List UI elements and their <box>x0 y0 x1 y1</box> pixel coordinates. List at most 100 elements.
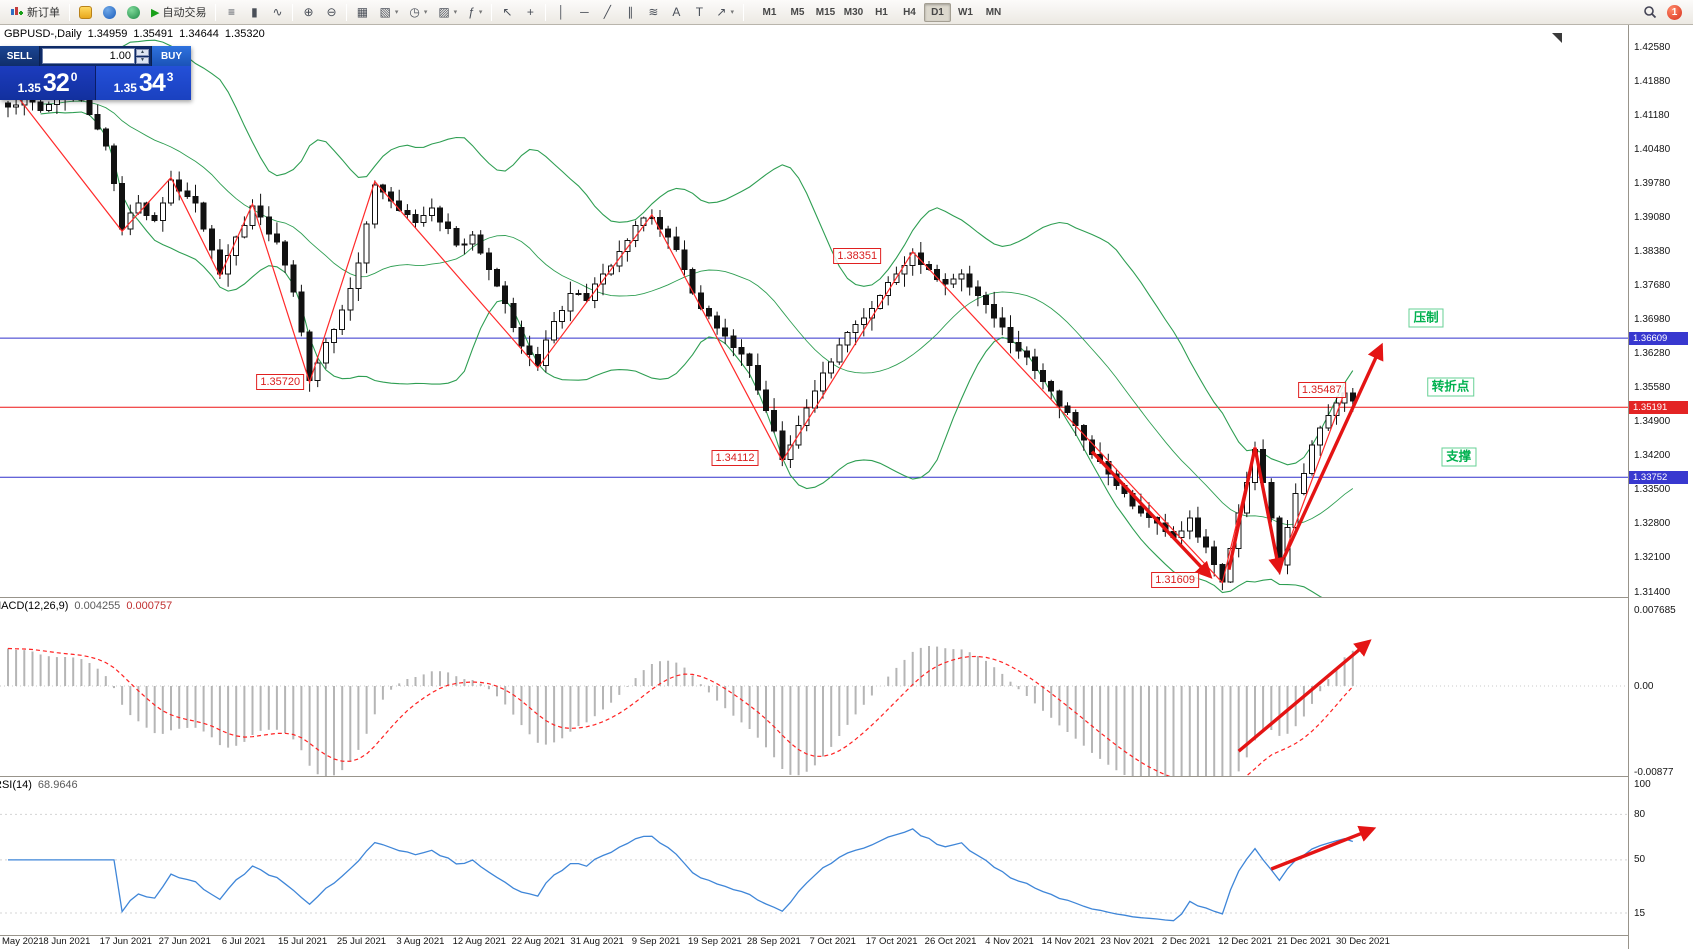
text-label-button[interactable]: T <box>688 2 710 23</box>
date-axis-label: 15 Jul 2021 <box>277 936 328 947</box>
market-depth-icon <box>79 5 92 19</box>
notification-badge[interactable]: 1 <box>1667 4 1682 20</box>
trendline-button[interactable]: ╱ <box>596 2 618 23</box>
volume-down-button[interactable]: ▼ <box>136 56 149 64</box>
line-chart-icon: ∿ <box>272 5 283 19</box>
price-axis-label: 1.36980 <box>1634 314 1671 325</box>
buy-price[interactable]: 1.35 34 3 <box>96 66 191 100</box>
tile-windows-button[interactable]: ▦ <box>351 2 373 23</box>
date-axis-label: 27 Jun 2021 <box>158 936 211 947</box>
macd-axis-label: 0.00 <box>1634 680 1654 692</box>
new-chart-button[interactable]: ▧ ▾ <box>374 2 403 23</box>
timeframe-h4[interactable]: H4 <box>896 3 923 22</box>
arrow-objects-button[interactable]: ↗ ▾ <box>711 2 739 23</box>
candlestick-chart-button[interactable]: ▮ <box>243 2 265 23</box>
candle <box>347 287 354 311</box>
main-chart-canvas[interactable] <box>0 25 1628 597</box>
candle <box>1211 546 1218 566</box>
trade-panel-top-row: SELL ▲ ▼ BUY <box>0 46 191 66</box>
candle <box>502 285 509 304</box>
crosshair-button[interactable]: + <box>519 2 541 23</box>
price-axis-label: 1.33500 <box>1634 484 1671 496</box>
cursor-button[interactable]: ↖ <box>496 2 518 23</box>
timeframe-d1[interactable]: D1 <box>923 2 951 22</box>
date-axis-label: 28 Sep 2021 <box>746 936 801 947</box>
timeframe-h1[interactable]: H1 <box>868 3 895 22</box>
volume-input[interactable] <box>42 48 135 64</box>
chart-templates-icon: ▨ <box>438 5 450 19</box>
bollinger-lower-band <box>40 111 1323 597</box>
trend-arrows-layer <box>1090 342 1384 579</box>
candle <box>53 99 60 105</box>
chevron-down-icon: ▾ <box>478 9 483 16</box>
sell-price[interactable]: 1.35 32 0 <box>0 66 96 100</box>
chart-profiles-icon: ◷ <box>409 5 420 19</box>
chart-templates-button[interactable]: ▨ ▾ <box>433 2 462 23</box>
candle <box>779 430 786 460</box>
date-axis-label: 17 Jun 2021 <box>99 936 152 947</box>
candle <box>999 317 1006 328</box>
line-chart-button[interactable]: ∿ <box>266 2 288 23</box>
candle <box>820 372 826 392</box>
tool-icon-blue-button[interactable] <box>98 2 121 23</box>
candle <box>705 307 712 317</box>
auto-trading-button[interactable]: ▶ 自动交易 <box>146 2 211 23</box>
macd-chart-canvas[interactable] <box>0 598 1628 776</box>
zoom-in-icon: ⊕ <box>303 5 314 19</box>
volume-up-button[interactable]: ▲ <box>136 48 149 56</box>
macd-axis-label: 0.007685 <box>1634 604 1676 616</box>
timeframe-mn[interactable]: MN <box>980 3 1007 22</box>
price-axis-label: 1.34200 <box>1634 450 1671 462</box>
search-button[interactable] <box>1638 2 1662 23</box>
timeframe-m1[interactable]: M1 <box>756 3 783 22</box>
chevron-down-icon: ▾ <box>730 9 734 16</box>
chart-profiles-button[interactable]: ◷ ▾ <box>404 2 432 23</box>
vertical-line-button[interactable]: │ <box>550 2 572 23</box>
date-axis-label: 14 Nov 2021 <box>1041 936 1096 947</box>
timeframe-m30[interactable]: M30 <box>840 3 867 22</box>
chart-shift-marker[interactable] <box>1552 33 1562 43</box>
candle <box>551 321 558 341</box>
timeframe-m15[interactable]: M15 <box>812 3 839 22</box>
sell-button[interactable]: SELL <box>0 46 40 66</box>
new-order-button[interactable]: 新订单 <box>5 2 65 23</box>
bar-chart-button[interactable]: ≡ <box>220 2 242 23</box>
community-icon <box>103 5 116 19</box>
price-marker-box: 1.35191 <box>1629 400 1688 414</box>
candle <box>37 101 44 111</box>
new-chart-icon: ▧ <box>379 5 391 19</box>
tool-icon-yellow-button[interactable] <box>74 2 97 23</box>
rsi-chart-canvas[interactable] <box>0 777 1628 935</box>
time-scale[interactable]: May 2021 8 Jun 2021 17 Jun 2021 27 Jun 2021… <box>0 936 1628 949</box>
horizontal-line-button[interactable]: ─ <box>573 2 595 23</box>
equidistant-channel-button[interactable]: ∥ <box>619 2 641 23</box>
bollinger-middle-band <box>40 100 1354 526</box>
tile-windows-icon: ▦ <box>356 5 369 19</box>
candle <box>265 216 272 235</box>
tool-icon-green-button[interactable] <box>122 2 145 23</box>
text-button[interactable]: A <box>665 2 687 23</box>
fibonacci-retracement-button[interactable]: ≋ <box>642 2 664 23</box>
support-icon <box>127 5 140 19</box>
zoom-out-button[interactable]: ⊖ <box>320 2 342 23</box>
price-axis-label: 1.34900 <box>1634 416 1671 428</box>
candle <box>974 286 981 297</box>
candle <box>730 335 737 348</box>
price-scale[interactable]: 1.42580 1.41880 1.41180 1.40480 1.39780 1.390… <box>1628 25 1693 949</box>
timeframe-bar: M1 M5 M15 M30 H1 H4 D1 W1 MN <box>756 2 1007 22</box>
chevron-down-icon: ▾ <box>453 9 458 16</box>
pane-separator[interactable] <box>0 597 1693 598</box>
price-axis-label: 1.39080 <box>1634 211 1671 223</box>
candle <box>909 252 916 266</box>
zoom-in-button[interactable]: ⊕ <box>297 2 319 23</box>
timeframe-m5[interactable]: M5 <box>784 3 811 22</box>
macd-signal-line <box>7 647 1354 776</box>
indicators-button[interactable]: ƒ ▾ <box>463 2 487 23</box>
timeframe-w1[interactable]: W1 <box>952 3 979 22</box>
candle <box>159 202 166 222</box>
candle <box>885 282 892 297</box>
pane-separator[interactable] <box>0 776 1693 777</box>
candle <box>640 217 647 226</box>
new-order-label: 新订单 <box>27 7 60 19</box>
buy-button[interactable]: BUY <box>151 46 191 66</box>
